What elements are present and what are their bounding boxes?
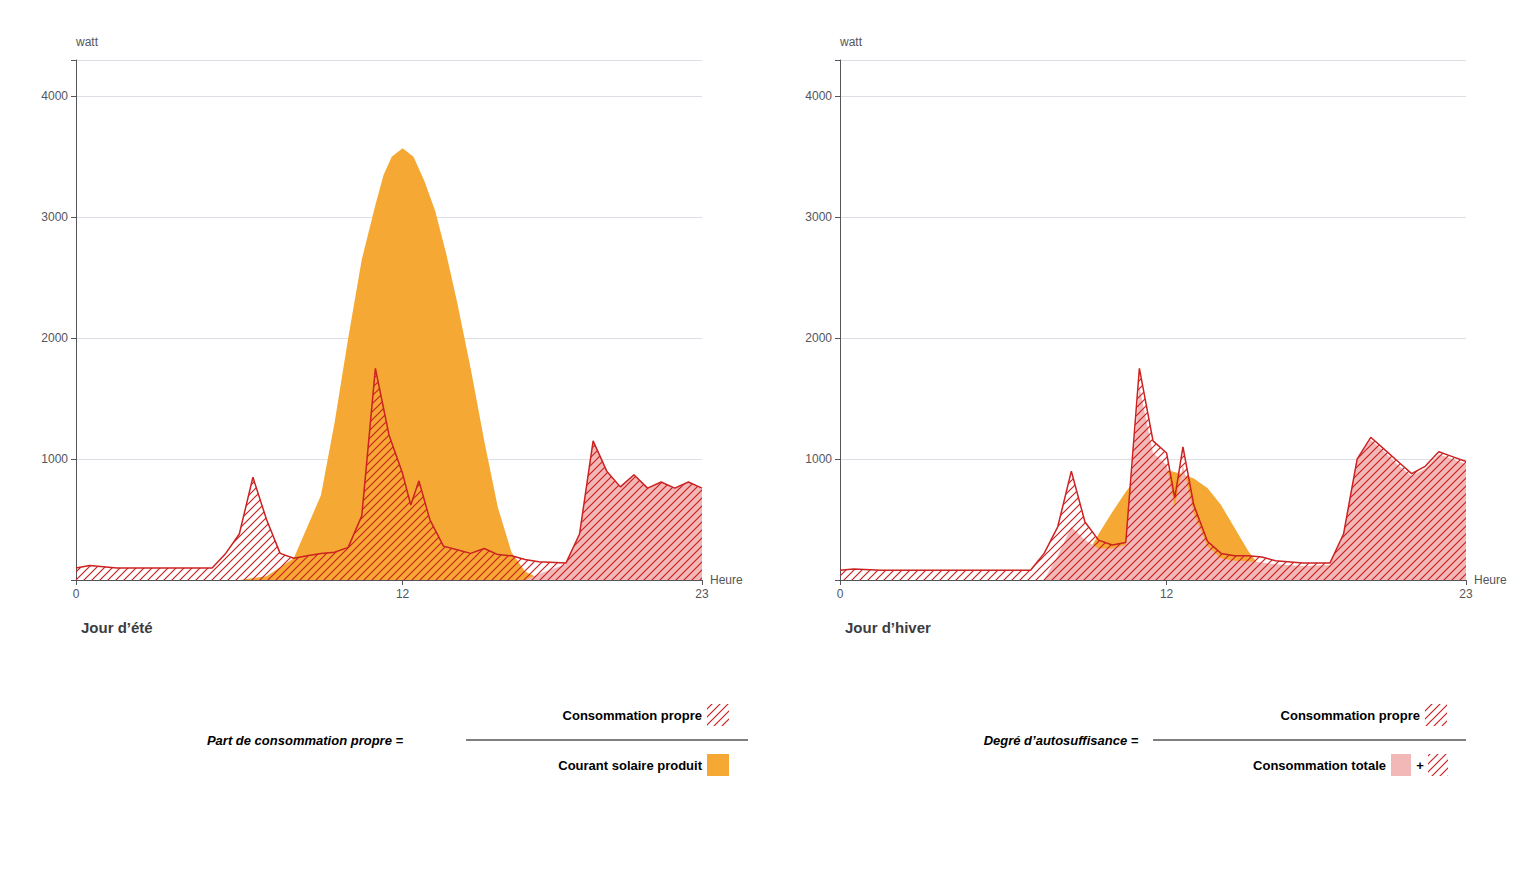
svg-text:Heure: Heure <box>710 573 743 587</box>
svg-text:0: 0 <box>837 587 844 601</box>
svg-text:Heure: Heure <box>1474 573 1507 587</box>
svg-text:Consommation totale: Consommation totale <box>1253 758 1386 773</box>
svg-text:2000: 2000 <box>41 331 68 345</box>
svg-text:Consommation propre: Consommation propre <box>563 708 702 723</box>
svg-text:+: + <box>1416 758 1424 773</box>
svg-text:23: 23 <box>695 587 709 601</box>
svg-text:watt: watt <box>839 35 863 49</box>
svg-text:1000: 1000 <box>805 452 832 466</box>
svg-text:1000: 1000 <box>41 452 68 466</box>
svg-text:2000: 2000 <box>805 331 832 345</box>
svg-text:3000: 3000 <box>805 210 832 224</box>
svg-text:Degré d’autosuffisance =: Degré d’autosuffisance = <box>984 733 1139 748</box>
svg-text:Jour d’été: Jour d’été <box>81 619 153 636</box>
svg-text:4000: 4000 <box>41 89 68 103</box>
svg-text:12: 12 <box>396 587 410 601</box>
svg-text:Courant solaire produit: Courant solaire produit <box>558 758 702 773</box>
svg-text:23: 23 <box>1459 587 1473 601</box>
svg-text:Jour d’hiver: Jour d’hiver <box>845 619 931 636</box>
svg-text:12: 12 <box>1160 587 1174 601</box>
svg-text:3000: 3000 <box>41 210 68 224</box>
svg-text:0: 0 <box>73 587 80 601</box>
svg-text:4000: 4000 <box>805 89 832 103</box>
svg-text:Part de consommation propre =: Part de consommation propre = <box>207 733 404 748</box>
svg-text:watt: watt <box>75 35 99 49</box>
svg-text:Consommation propre: Consommation propre <box>1281 708 1420 723</box>
